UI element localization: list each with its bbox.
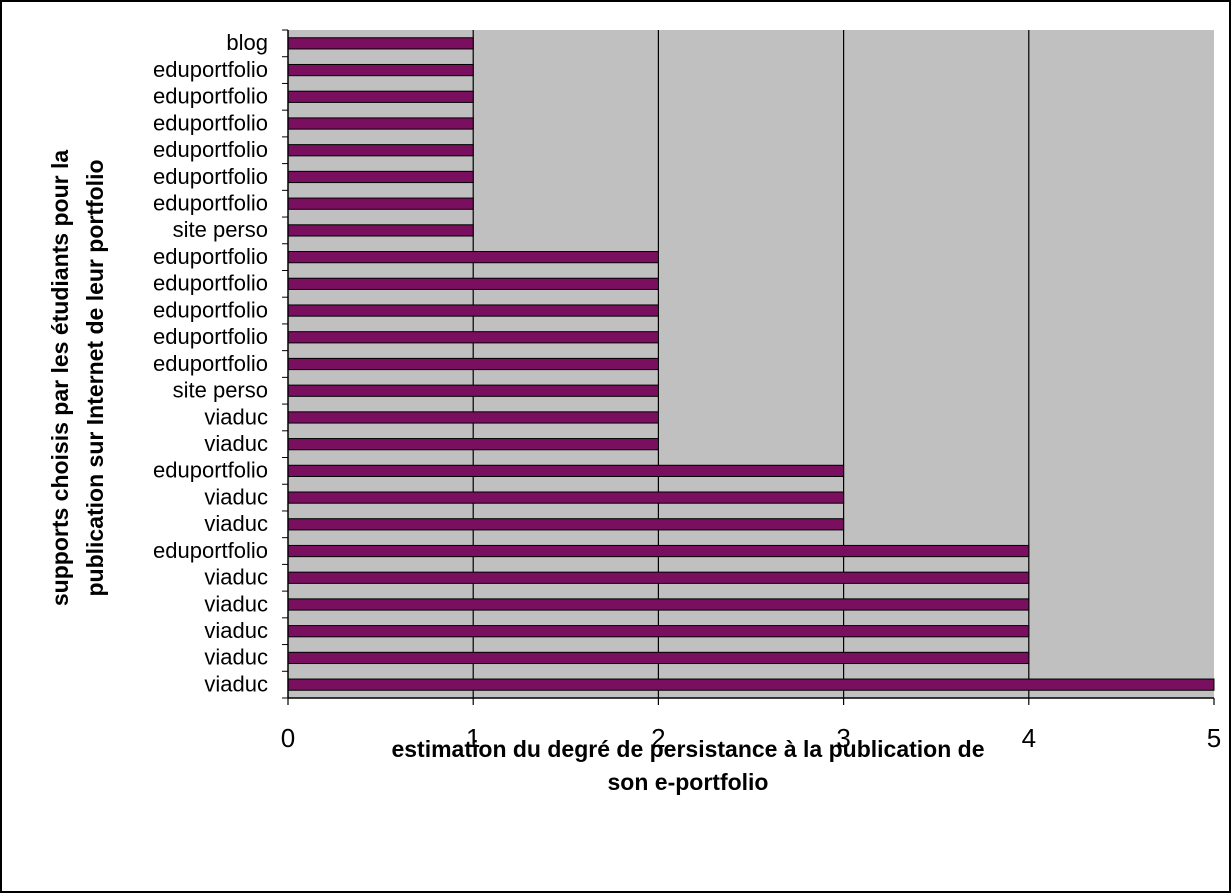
bar (287, 90, 474, 103)
bar (287, 678, 1215, 691)
category-label: eduportfolio (153, 164, 268, 189)
bar (287, 117, 474, 130)
bar (287, 544, 1030, 558)
x-tick-labels: 0 1 2 3 4 5 (281, 723, 1221, 753)
x-tick-label: 3 (836, 723, 850, 753)
bar (287, 384, 659, 397)
category-label: blog (226, 30, 268, 55)
bar (287, 63, 474, 77)
category-label: site perso (173, 217, 268, 242)
category-label: eduportfolio (153, 110, 268, 135)
bar (287, 144, 474, 157)
x-tick-label: 2 (651, 723, 665, 753)
category-label: viaduc (204, 404, 268, 429)
x-tick-label: 5 (1207, 723, 1221, 753)
x-tick-label: 0 (281, 723, 295, 753)
category-label: eduportfolio (153, 190, 268, 215)
category-label: viaduc (204, 591, 268, 616)
bar (287, 598, 1030, 611)
bar (287, 197, 474, 210)
x-axis-title-line-1: estimation du degré de persistance à la … (391, 736, 984, 762)
y-axis-title-line-2: publication sur Internet de leur portfol… (82, 159, 108, 596)
category-label: eduportfolio (153, 244, 268, 269)
category-label: eduportfolio (153, 324, 268, 349)
category-label: eduportfolio (153, 57, 268, 82)
bar (287, 491, 845, 504)
category-label: eduportfolio (153, 297, 268, 322)
category-label: eduportfolio (153, 351, 268, 376)
category-labels: blogeduportfolioeduportfolioeduportfolio… (153, 30, 268, 696)
x-axis-title-line-2: son e-portfolio (608, 769, 769, 795)
bars (282, 29, 1215, 699)
bar (287, 571, 1030, 584)
category-label: viaduc (204, 511, 268, 536)
bar (287, 331, 659, 344)
category-label: eduportfolio (153, 137, 268, 162)
bar (287, 651, 1030, 665)
y-axis-title-line-1: supports choisis par les étudiants pour … (47, 150, 73, 606)
category-label: eduportfolio (153, 271, 268, 296)
bar (287, 170, 474, 184)
bar (287, 518, 845, 531)
category-label: site perso (173, 378, 268, 403)
category-label: viaduc (204, 484, 268, 509)
bar (287, 277, 659, 290)
bar (287, 251, 659, 264)
category-label: viaduc (204, 645, 268, 670)
category-label: eduportfolio (153, 458, 268, 483)
bar (287, 37, 474, 50)
category-label: viaduc (204, 565, 268, 590)
bar (287, 224, 474, 237)
category-label: eduportfolio (153, 538, 268, 563)
category-label: viaduc (204, 431, 268, 456)
x-tick-label: 4 (1022, 723, 1036, 753)
axes (287, 30, 1214, 699)
bar (287, 438, 659, 451)
bar (287, 464, 845, 477)
category-label: viaduc (204, 671, 268, 696)
bar (287, 357, 659, 371)
category-label: eduportfolio (153, 84, 268, 109)
bar (287, 625, 1030, 638)
category-label: viaduc (204, 618, 268, 643)
bar (287, 304, 659, 317)
bar (287, 411, 659, 424)
x-tick-label: 1 (466, 723, 480, 753)
